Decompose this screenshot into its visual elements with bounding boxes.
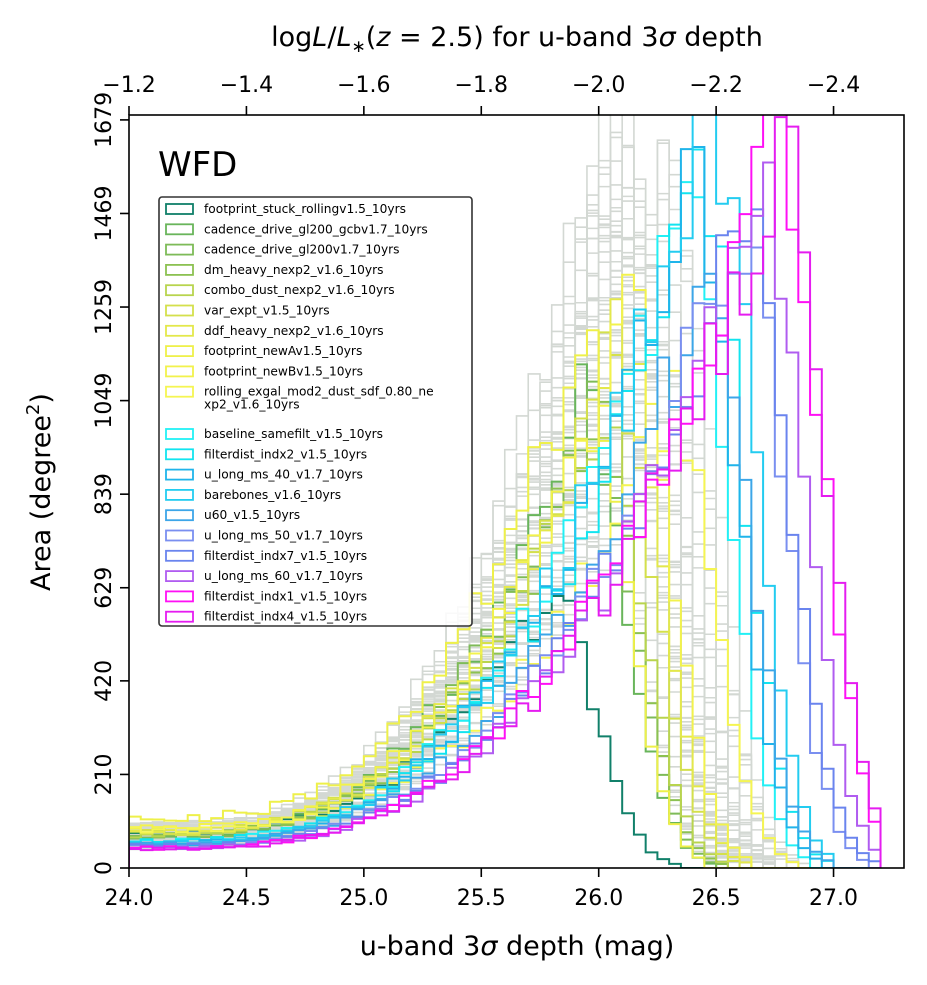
legend: footprint_stuck_rollingv1.5_10yrscadence… (158, 196, 473, 627)
x-tick-label: 26.5 (692, 886, 741, 911)
legend-label: combo_dust_nexp2_v1.6_10yrs (204, 283, 395, 297)
y-tick-label: 420 (92, 660, 117, 702)
x-tick-label: 24.5 (222, 886, 271, 911)
y-tick-label: 1469 (92, 185, 117, 241)
legend-swatch (165, 468, 194, 481)
legend-label: u60_v1.5_10yrs (204, 508, 300, 522)
legend-swatch (165, 610, 194, 623)
legend-swatch (165, 509, 194, 522)
legend-box (158, 196, 473, 627)
legend-swatch (165, 385, 194, 398)
top-axis-label: logL/L∗(z = 2.5) for u-band 3σ depth (271, 22, 763, 57)
legend-label: cadence_drive_gl200v1.7_10yrs (204, 243, 400, 257)
legend-label: cadence_drive_gl200_gcbv1.7_10yrs (204, 222, 428, 236)
legend-swatch (165, 263, 194, 276)
y-tick-label: 210 (92, 753, 117, 795)
legend-label: filterdist_indx4_v1.5_10yrs (204, 610, 367, 624)
x-axis-label: u-band 3σ depth (mag) (360, 931, 675, 962)
legend-swatch (165, 365, 194, 378)
legend-label: var_expt_v1.5_10yrs (204, 304, 330, 318)
series-histogram (129, 116, 882, 868)
legend-swatch (165, 448, 194, 461)
top-tick-label: −1.2 (102, 73, 155, 98)
legend-label: baseline_samefilt_v1.5_10yrs (204, 427, 383, 441)
legend-label: ddf_heavy_nexp2_v1.6_10yrs (204, 324, 384, 338)
top-tick-label: −2.2 (689, 73, 742, 98)
legend-swatch (165, 428, 194, 440)
y-tick-label: 0 (92, 861, 117, 875)
series-histogram (129, 273, 881, 868)
legend-swatch (165, 345, 194, 358)
y-tick-label: 629 (92, 567, 117, 609)
series-histogram (129, 369, 881, 868)
legend-label: footprint_newAv1.5_10yrs (204, 344, 362, 358)
legend-swatch (165, 488, 194, 501)
x-tick-label: 25.5 (457, 886, 506, 911)
series-histograms (129, 115, 882, 868)
top-tick-label: −1.8 (455, 73, 508, 98)
legend-swatch (165, 284, 194, 297)
legend-swatch (165, 590, 194, 603)
axis-ticks: 24.0 24.5 25.0 25.5 26.0 26.5 27.0 0 210 420 629 83… (92, 73, 860, 911)
legend-swatch (165, 324, 194, 337)
y-tick-label: 839 (92, 473, 117, 515)
x-tick-label: 24.0 (105, 886, 154, 911)
legend-label: rolling_exgal_mod2_dust_sdf_0.80_ne (204, 385, 434, 399)
top-tick-label: −1.6 (337, 73, 390, 98)
legend-label: footprint_newBv1.5_10yrs (204, 364, 363, 378)
top-tick-label: −2.0 (572, 73, 625, 98)
top-tick-label: −2.4 (807, 73, 860, 98)
legend-swatch (165, 243, 194, 256)
top-tick-label: −1.4 (220, 73, 273, 98)
series-histogram (129, 115, 882, 868)
legend-label: barebones_v1.6_10yrs (204, 488, 341, 502)
plot-frame (128, 114, 905, 869)
legend-label: u_long_ms_60_v1.7_10yrs (204, 569, 363, 583)
legend-label-continuation: xp2_v1.6_10yrs (204, 398, 300, 412)
legend-label: u_long_ms_40_v1.7_10yrs (204, 468, 363, 482)
legend-label: dm_heavy_nexp2_v1.6_10yrs (204, 263, 384, 277)
legend-label: u_long_ms_50_v1.7_10yrs (204, 529, 363, 543)
legend-label: footprint_stuck_rollingv1.5_10yrs (204, 202, 406, 216)
y-tick-label: 1259 (92, 279, 117, 335)
legend-swatch (165, 570, 194, 582)
legend-swatch (165, 203, 194, 215)
x-tick-label: 25.0 (339, 886, 388, 911)
legend-swatch (165, 223, 194, 236)
y-tick-label: 1049 (92, 373, 117, 429)
series-histogram (129, 329, 881, 868)
legend-label: filterdist_indx1_v1.5_10yrs (204, 589, 367, 603)
y-axis-label: Area (degree2) (23, 393, 57, 591)
panel-label: WFD (158, 145, 237, 185)
legend-label: filterdist_indx7_v1.5_10yrs (204, 549, 367, 563)
legend-swatch (165, 549, 194, 562)
x-tick-label: 26.0 (574, 886, 623, 911)
legend-swatch (165, 304, 194, 317)
x-tick-label: 27.0 (809, 886, 858, 911)
legend-label: filterdist_indx2_v1.5_10yrs (204, 447, 367, 461)
y-tick-label: 1679 (92, 92, 117, 148)
legend-swatch (165, 529, 194, 542)
